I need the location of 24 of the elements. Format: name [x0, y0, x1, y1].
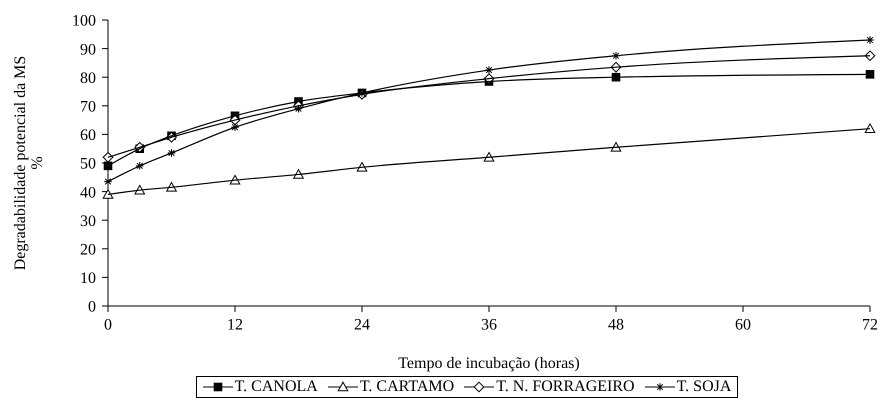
- y-axis-title: Degradabilidade potencial da MS %: [12, 56, 46, 270]
- legend-label: T. N. FORRAGEIRO: [496, 378, 635, 396]
- x-axis-title: Tempo de incubação (horas): [398, 355, 580, 372]
- x-tick-label: 72: [862, 316, 878, 334]
- x-tick-label: 60: [735, 316, 751, 334]
- y-tick-label: 40: [80, 184, 96, 202]
- x-tick-label: 24: [354, 316, 370, 334]
- x-tick-label: 36: [481, 316, 497, 334]
- legend-label: T. SOJA: [676, 378, 732, 396]
- y-tick-label: 70: [80, 98, 96, 116]
- y-tick-label: 0: [88, 298, 96, 316]
- y-tick-label: 50: [80, 156, 96, 173]
- y-tick-label: 10: [80, 270, 96, 288]
- x-tick-label: 48: [608, 316, 624, 334]
- y-tick-label: 100: [72, 12, 96, 30]
- y-tick-label: 60: [80, 127, 96, 144]
- x-tick-label: 0: [104, 316, 112, 334]
- y-tick-label: 20: [80, 241, 96, 258]
- legend-label: T. CANOLA: [234, 378, 318, 396]
- y-tick-label: 90: [80, 41, 96, 58]
- y-tick-label: 30: [80, 212, 96, 230]
- x-tick-label: 12: [227, 316, 243, 334]
- legend-label: T. CARTAMO: [360, 378, 454, 396]
- y-tick-label: 80: [80, 70, 96, 87]
